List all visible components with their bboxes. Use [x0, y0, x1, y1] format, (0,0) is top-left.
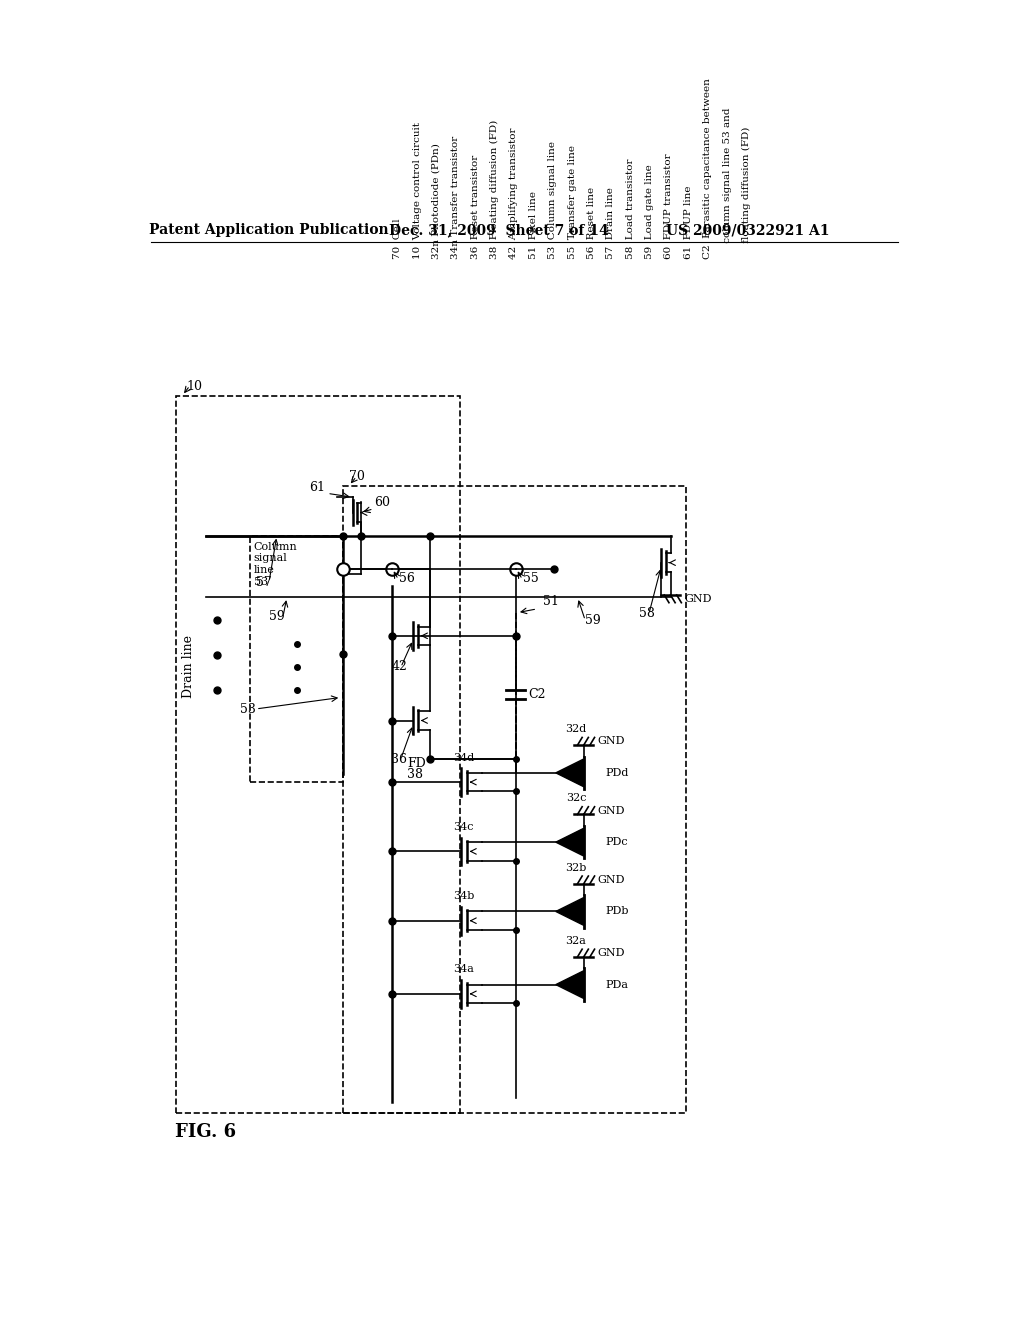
Text: FIG. 6: FIG. 6: [175, 1123, 237, 1142]
Text: 59  Load gate line: 59 Load gate line: [645, 164, 654, 259]
Text: 58  Load transistor: 58 Load transistor: [626, 158, 635, 259]
Text: 36: 36: [391, 752, 408, 766]
Text: Dec. 31, 2009  Sheet 7 of 14: Dec. 31, 2009 Sheet 7 of 14: [388, 223, 608, 238]
Polygon shape: [556, 898, 584, 925]
Text: FD: FD: [407, 756, 426, 770]
Text: Drain line: Drain line: [182, 635, 195, 698]
Text: 34d: 34d: [453, 752, 474, 763]
Text: 51  Pixel line: 51 Pixel line: [528, 190, 538, 259]
Text: 32a: 32a: [565, 936, 587, 946]
Text: 32b: 32b: [565, 863, 587, 873]
Text: 61: 61: [309, 480, 326, 494]
Text: 56  Reset line: 56 Reset line: [587, 186, 596, 259]
Bar: [176, 396, 460, 1113]
Text: 32n Photodiode (PDn): 32n Photodiode (PDn): [432, 143, 441, 259]
Text: 55  Transfer gate line: 55 Transfer gate line: [567, 144, 577, 259]
Text: 59: 59: [585, 614, 601, 627]
Text: 34c: 34c: [454, 822, 474, 832]
Text: 34n Transfer transistor: 34n Transfer transistor: [452, 135, 461, 259]
Text: PDd: PDd: [605, 768, 629, 777]
Text: 38: 38: [407, 768, 423, 781]
Text: C2: C2: [528, 688, 546, 701]
Text: 10: 10: [186, 380, 202, 393]
Text: GND: GND: [598, 737, 625, 746]
Text: 70  Cell: 70 Cell: [393, 218, 402, 259]
Bar: [343, 486, 686, 1113]
Text: 60  FDUP transistor: 60 FDUP transistor: [665, 153, 674, 259]
Text: floating diffusion (FD): floating diffusion (FD): [741, 127, 751, 259]
Text: GND: GND: [684, 594, 712, 603]
Text: 57: 57: [256, 576, 271, 589]
Text: 38  Floating diffusion (FD): 38 Floating diffusion (FD): [490, 119, 499, 259]
Text: 42: 42: [391, 660, 408, 673]
Text: GND: GND: [598, 875, 625, 884]
Text: 61  FDUP line: 61 FDUP line: [684, 185, 693, 259]
Text: 58: 58: [639, 607, 655, 619]
Text: 53  Column signal line: 53 Column signal line: [548, 140, 557, 259]
Text: 32d: 32d: [565, 725, 587, 734]
Text: Column
signal
line
53: Column signal line 53: [254, 543, 297, 586]
Text: 57  Drain line: 57 Drain line: [606, 186, 615, 259]
Text: 59: 59: [269, 610, 285, 623]
Text: C2  Parasitic capacitance between: C2 Parasitic capacitance between: [703, 78, 713, 259]
Text: PDc: PDc: [605, 837, 628, 847]
Text: 60: 60: [375, 496, 390, 510]
Text: Patent Application Publication: Patent Application Publication: [150, 223, 389, 238]
Text: 70: 70: [349, 470, 365, 483]
Text: 34b: 34b: [453, 891, 474, 902]
Text: 51: 51: [543, 595, 558, 609]
Text: 42  Amplifying transistor: 42 Amplifying transistor: [510, 127, 518, 259]
Text: column signal line 53 and: column signal line 53 and: [723, 107, 731, 259]
Text: 36  Reset transistor: 36 Reset transistor: [471, 154, 479, 259]
Bar: [251, 536, 343, 781]
Text: US 2009/0322921 A1: US 2009/0322921 A1: [667, 223, 829, 238]
Text: PDa: PDa: [605, 979, 629, 990]
Text: GND: GND: [598, 805, 625, 816]
Polygon shape: [556, 829, 584, 857]
Text: 55: 55: [523, 572, 539, 585]
Text: PDb: PDb: [605, 907, 629, 916]
Text: 53: 53: [240, 702, 256, 715]
Text: 34a: 34a: [454, 965, 474, 974]
Text: 32c: 32c: [565, 793, 586, 804]
Polygon shape: [556, 970, 584, 998]
Text: 56: 56: [399, 572, 415, 585]
Text: GND: GND: [598, 948, 625, 958]
Text: 10  Voltage control circuit: 10 Voltage control circuit: [413, 121, 422, 259]
Polygon shape: [556, 759, 584, 787]
